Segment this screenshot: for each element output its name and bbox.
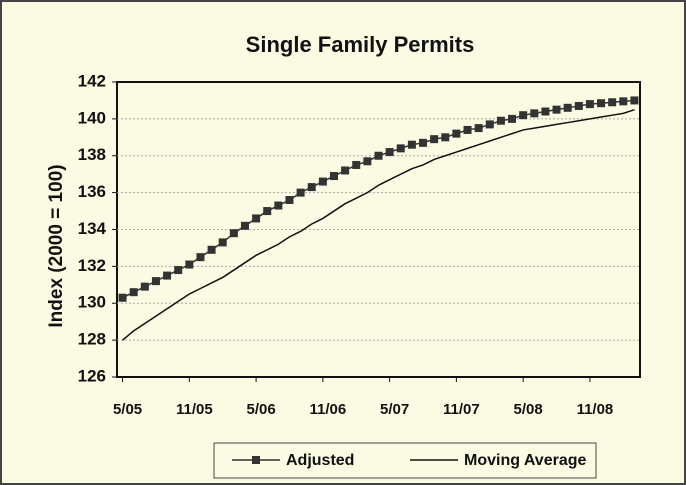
series-marker — [140, 282, 149, 291]
series-marker — [240, 221, 249, 230]
series-marker — [419, 138, 428, 147]
series-marker — [630, 96, 639, 105]
y-tick-label: 130 — [78, 293, 106, 312]
series-marker — [341, 166, 350, 175]
chart-title: Single Family Permits — [246, 32, 475, 57]
x-tick-label: 11/07 — [443, 401, 480, 418]
series-marker — [207, 245, 216, 254]
series-marker — [363, 157, 372, 166]
series-marker — [374, 151, 383, 160]
series-marker — [163, 271, 172, 280]
series-marker — [352, 160, 361, 169]
series-marker — [619, 97, 628, 106]
series-marker — [118, 293, 127, 302]
x-tick-label: 11/06 — [310, 401, 347, 418]
series-marker — [196, 253, 205, 262]
series-marker — [229, 229, 238, 238]
series-marker — [574, 101, 583, 110]
legend-marker — [252, 456, 260, 464]
series-marker — [496, 116, 505, 125]
y-axis-label: Index (2000 = 100) — [46, 164, 67, 327]
series-marker — [441, 133, 450, 142]
series-marker — [218, 238, 227, 247]
series-marker — [463, 125, 472, 134]
series-marker — [485, 120, 494, 129]
series-marker — [385, 148, 394, 157]
series-marker — [530, 109, 539, 118]
series-marker — [296, 188, 305, 197]
y-tick-label: 132 — [78, 256, 106, 275]
series-marker — [585, 100, 594, 109]
series-marker — [407, 140, 416, 149]
legend-label: Adjusted — [286, 452, 354, 469]
series-marker — [307, 183, 316, 192]
y-tick-label: 128 — [78, 330, 106, 349]
x-tick-label: 11/08 — [577, 401, 614, 418]
series-marker — [274, 201, 283, 210]
x-tick-label: 5/08 — [514, 401, 543, 418]
series-marker — [519, 111, 528, 120]
y-tick-label: 134 — [78, 219, 107, 238]
series-marker — [541, 107, 550, 116]
series-marker — [563, 103, 572, 112]
y-tick-label: 136 — [78, 182, 106, 201]
series-marker — [597, 99, 606, 108]
y-tick-label: 138 — [78, 145, 106, 164]
series-marker — [252, 214, 261, 223]
series-marker — [552, 105, 561, 114]
series-marker — [608, 98, 617, 107]
x-tick-label: 5/05 — [113, 401, 142, 418]
series-marker — [329, 172, 338, 181]
x-tick-label: 11/05 — [176, 401, 213, 418]
series-marker — [430, 135, 439, 144]
series-marker — [285, 196, 294, 204]
series-marker — [452, 129, 461, 138]
series-marker — [396, 144, 405, 153]
y-tick-label: 142 — [78, 71, 106, 90]
legend-label: Moving Average — [464, 452, 587, 469]
series-line — [122, 108, 635, 341]
series-marker — [151, 277, 160, 286]
y-tick-label: 140 — [78, 108, 106, 127]
series-marker — [474, 124, 483, 133]
series-marker — [174, 266, 183, 275]
series-marker — [263, 207, 272, 216]
x-tick-label: 5/06 — [246, 401, 275, 418]
y-tick-label: 126 — [78, 366, 106, 385]
series-marker — [508, 114, 517, 123]
series-marker — [185, 260, 194, 269]
x-tick-label: 5/07 — [380, 401, 409, 418]
series-marker — [129, 288, 138, 297]
series-marker — [318, 177, 327, 186]
